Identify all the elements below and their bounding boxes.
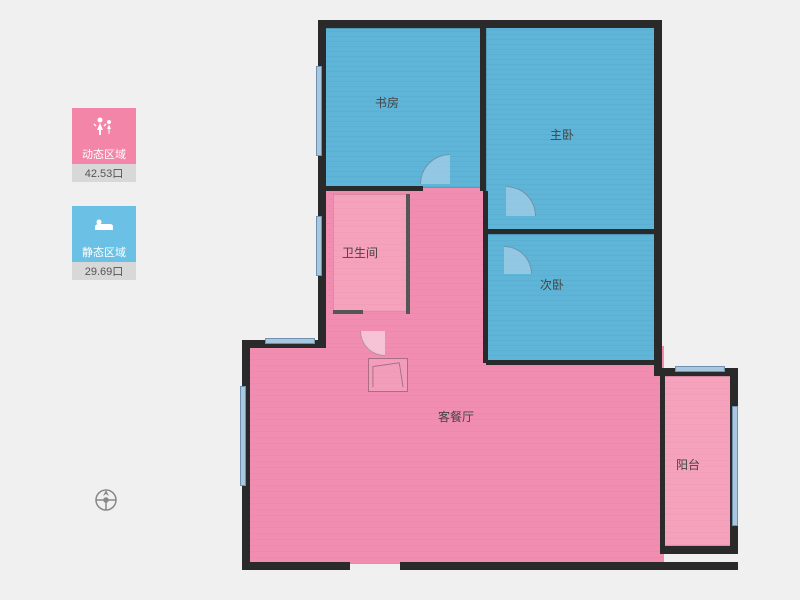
wall-balcony-bottom <box>660 546 738 554</box>
legend-dynamic-icon-box <box>72 108 136 144</box>
wall-balcony-divider <box>660 376 665 546</box>
wall-bottom-right <box>400 562 738 570</box>
compass-icon <box>90 480 122 512</box>
room-balcony <box>664 376 732 546</box>
room-study <box>323 28 481 188</box>
people-icon <box>92 116 116 136</box>
window-balcony-right <box>732 406 738 526</box>
window-balcony-top <box>675 366 725 372</box>
legend-dynamic-label: 动态区域 <box>72 144 136 164</box>
floorplan: 书房 主卧 次卧 卫生间 客餐厅 阳台 <box>220 16 750 586</box>
legend-dynamic-value: 42.53口 <box>72 164 136 182</box>
window-bath-left <box>316 216 322 276</box>
room-bathroom <box>333 194 408 312</box>
bed-icon <box>92 214 116 234</box>
legend-static-label: 静态区域 <box>72 242 136 262</box>
wall-right-upper <box>654 20 662 376</box>
room-living-lower <box>248 346 664 564</box>
wall-top <box>318 20 662 28</box>
living-detail-box <box>368 358 408 392</box>
legend-dynamic: 动态区域 42.53口 <box>72 108 136 182</box>
legend-static-icon-box <box>72 206 136 242</box>
wall-study-bottom <box>323 186 423 191</box>
wall-corridor <box>483 191 488 363</box>
legend-static: 静态区域 29.69口 <box>72 206 136 280</box>
window-study-left <box>316 66 322 156</box>
legend: 动态区域 42.53口 静态区域 29.69口 <box>72 108 136 304</box>
window-living-left <box>240 386 246 486</box>
wall-bathroom-bottom <box>333 310 363 314</box>
wall-study-master <box>480 26 486 191</box>
wall-bottom-left <box>242 562 350 570</box>
wall-master-second <box>486 229 656 234</box>
wall-second-bottom <box>486 360 658 365</box>
legend-static-value: 29.69口 <box>72 262 136 280</box>
room-living-narrow <box>408 188 488 362</box>
wall-bathroom-right <box>406 194 410 314</box>
window-living-top <box>265 338 315 344</box>
